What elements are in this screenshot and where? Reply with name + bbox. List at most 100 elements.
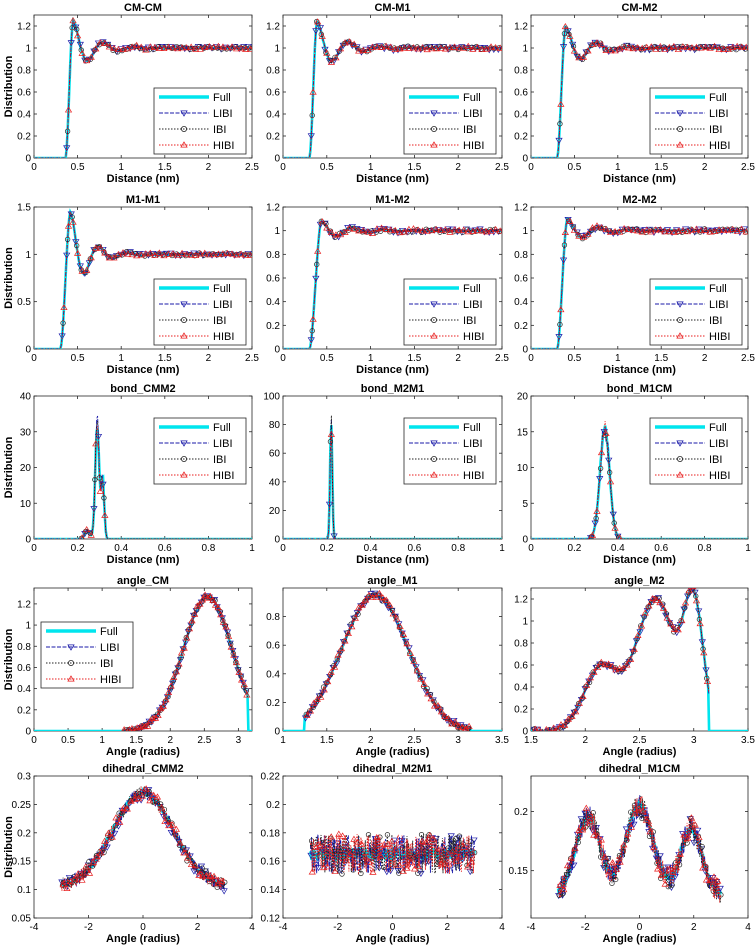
marker-libi	[570, 862, 578, 869]
marker-hibi	[473, 43, 481, 50]
chart-cm-m2: CM-M2 0 0.5 1 1.5 2 2.5 0 0.2 0.4 0.6 0.8 1 1.2 Distan…	[514, 2, 755, 185]
x-tick-label: 0	[31, 543, 37, 554]
marker-hibi	[327, 228, 335, 235]
marker-hibi	[650, 843, 658, 851]
y-tick-label: 1.2	[514, 595, 528, 606]
marker-hibi	[227, 643, 235, 650]
x-tick-label: 1	[99, 735, 105, 746]
marker-hibi	[399, 630, 408, 638]
marker-hibi	[101, 837, 109, 844]
marker-hibi	[338, 832, 347, 839]
marker-hibi	[364, 228, 372, 235]
marker-hibi	[149, 715, 157, 722]
marker-libi	[63, 252, 71, 259]
marker-hibi	[146, 43, 154, 50]
legend-label-libi: LIBI	[100, 642, 120, 654]
marker-ibi	[365, 593, 372, 600]
x-tick-label: 2	[702, 353, 708, 364]
x-tick-label: 2	[368, 735, 374, 746]
marker-hibi	[170, 673, 178, 680]
marker-hibi	[687, 814, 696, 821]
series-line-hibi	[309, 834, 476, 875]
marker-hibi	[444, 714, 453, 722]
marker-hibi	[382, 225, 390, 232]
marker-hibi	[556, 881, 564, 888]
chart-title: angle_CM	[117, 575, 169, 587]
marker-hibi	[85, 869, 94, 876]
marker-hibi	[593, 39, 601, 46]
legend-box	[40, 621, 134, 689]
plot-area	[531, 421, 748, 539]
legend: Full LIBI IBI HIBI	[153, 87, 247, 155]
marker-libi	[72, 239, 80, 246]
legend-label-full: Full	[100, 626, 118, 638]
marker-hibi	[202, 872, 211, 879]
marker-hibi	[318, 32, 326, 39]
marker-hibi	[626, 655, 635, 662]
marker-hibi	[355, 47, 363, 54]
marker-hibi	[478, 227, 486, 234]
marker-ibi	[230, 650, 236, 657]
marker-hibi	[630, 645, 638, 652]
marker-hibi	[60, 303, 68, 311]
marker-libi	[605, 457, 613, 464]
marker-libi	[314, 865, 323, 872]
marker-ibi	[453, 836, 459, 842]
y-tick-label: 0.8	[266, 250, 280, 261]
legend-label-libi: LIBI	[213, 108, 233, 120]
marker-ibi	[449, 838, 455, 844]
marker-hibi	[405, 225, 413, 232]
marker-hibi	[351, 614, 359, 621]
marker-libi	[609, 511, 617, 518]
marker-hibi	[620, 225, 628, 232]
y-tick-label: 0.16	[261, 857, 281, 868]
x-tick-label: 2	[582, 735, 588, 746]
marker-libi	[94, 40, 103, 47]
marker-hibi	[150, 791, 158, 798]
marker-hibi	[387, 226, 395, 233]
marker-hibi	[738, 225, 746, 232]
x-tick-label: 0.2	[567, 543, 581, 554]
legend-label-full: Full	[463, 92, 481, 104]
marker-ibi	[83, 528, 89, 535]
marker-hibi	[155, 44, 163, 51]
x-tick-label: 3.5	[741, 735, 755, 746]
legend-label-full: Full	[213, 422, 231, 434]
marker-hibi	[557, 306, 565, 313]
legend-label-hibi: HIBI	[463, 140, 484, 152]
marker-hibi	[597, 448, 606, 456]
legend-label-hibi: HIBI	[100, 674, 121, 686]
marker-hibi	[433, 848, 441, 855]
marker-ibi	[593, 515, 599, 522]
y-tick-label: 0.8	[514, 66, 528, 77]
legend-label-hibi: HIBI	[709, 331, 730, 343]
marker-hibi	[308, 868, 316, 875]
marker-ibi	[601, 863, 608, 869]
marker-hibi	[403, 640, 411, 647]
marker-libi	[555, 334, 563, 341]
x-tick-label: 2	[167, 735, 173, 746]
legend-marker-ibi	[180, 126, 187, 133]
x-tick-label: 3.5	[495, 735, 509, 746]
marker-hibi	[684, 834, 692, 841]
marker-hibi	[128, 724, 136, 731]
marker-hibi	[688, 226, 696, 233]
y-tick-label: 20	[517, 392, 529, 403]
marker-hibi	[74, 870, 82, 877]
marker-hibi	[623, 830, 632, 837]
marker-hibi	[692, 597, 701, 604]
y-tick-label: 0.3	[17, 772, 31, 783]
marker-hibi	[561, 22, 569, 30]
chart-angle-m1: angle_M1 1 1.5 2 2.5 3 3.5 0 0.2 0.4 0.6 0.8 Angle (…	[266, 575, 509, 758]
y-tick-label: 0.2	[17, 828, 31, 839]
marker-ibi	[634, 635, 640, 642]
y-tick-label: 0.8	[266, 66, 280, 77]
marker-hibi	[314, 247, 322, 254]
marker-hibi	[680, 831, 688, 838]
legend-label-ibi: IBI	[213, 315, 226, 327]
marker-libi	[691, 589, 699, 596]
marker-hibi	[424, 690, 432, 697]
legend-marker-libi	[180, 301, 188, 308]
y-tick-label: 30	[20, 427, 32, 438]
x-tick-label: 1	[249, 543, 255, 554]
